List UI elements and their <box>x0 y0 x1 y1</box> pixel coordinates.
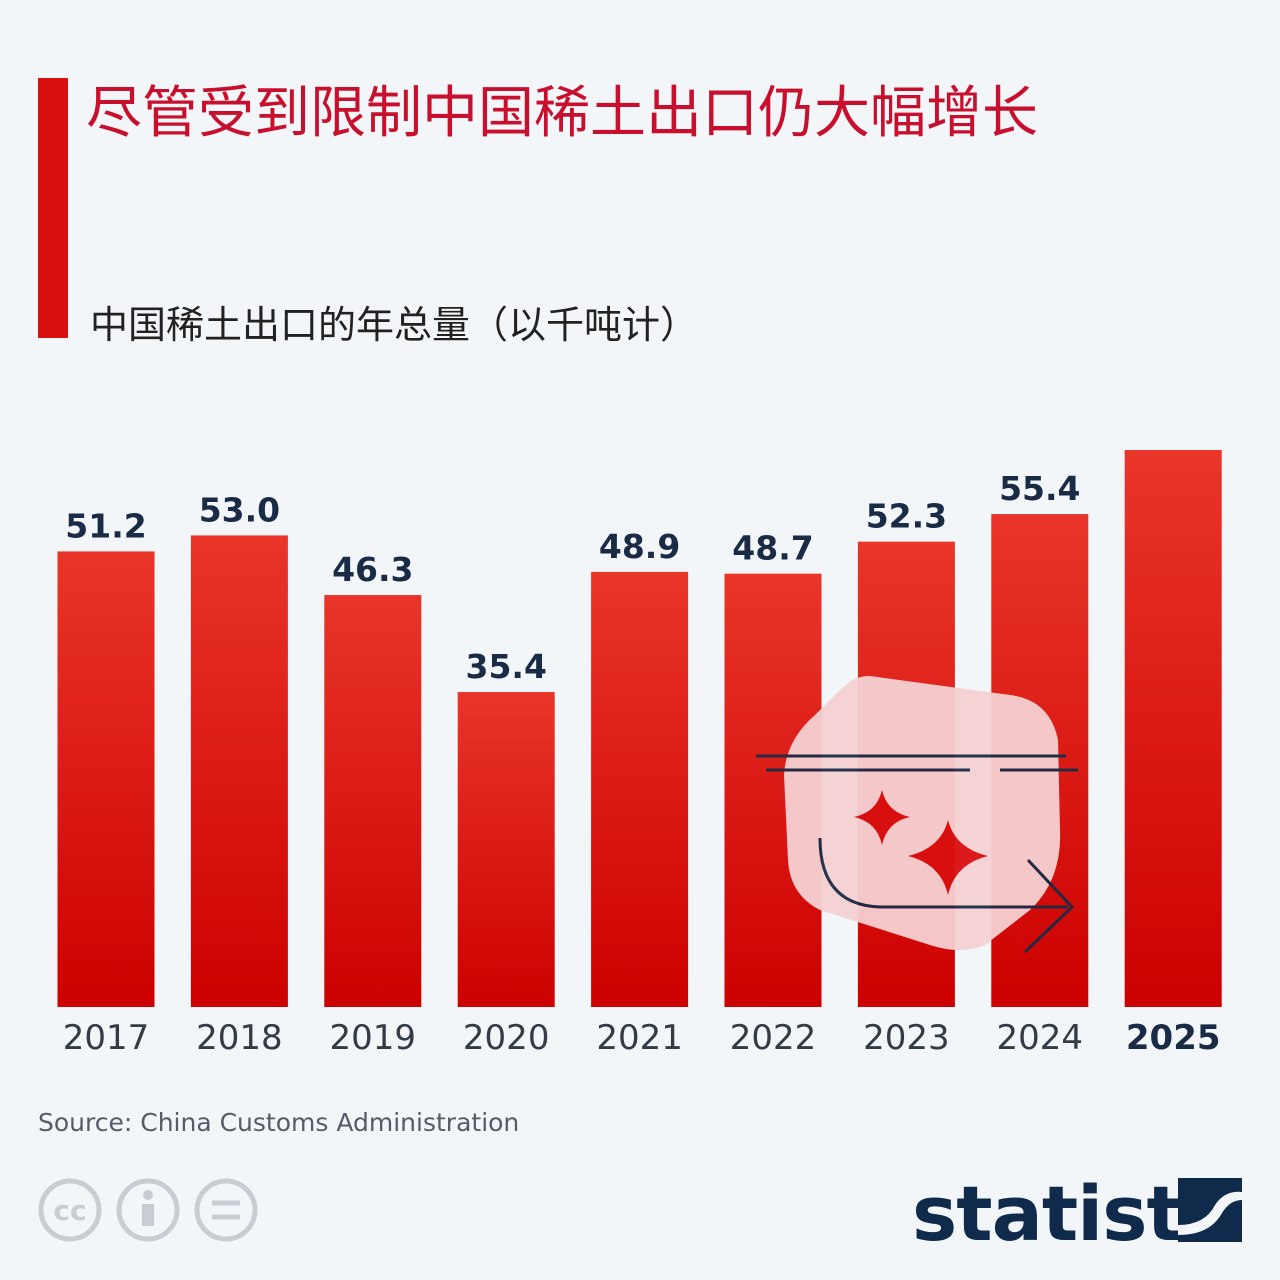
value-label: 55.4 <box>999 469 1080 508</box>
x-tick-label: 2023 <box>863 1018 950 1058</box>
bar <box>324 595 422 1007</box>
x-tick-label: 2018 <box>196 1018 283 1058</box>
x-tick-label: 2020 <box>463 1018 550 1058</box>
chart-subtitle: 中国稀土出口的年总量（以千吨计） <box>90 303 698 347</box>
accent-bar <box>38 78 68 338</box>
bar <box>1124 450 1222 1007</box>
license-icons <box>38 1178 258 1242</box>
x-tick-label: 2019 <box>330 1018 417 1058</box>
value-label: 48.7 <box>732 529 813 568</box>
value-label: 52.3 <box>866 497 947 536</box>
decorative-badge <box>756 675 1078 954</box>
x-tick-label: 2021 <box>596 1018 683 1058</box>
value-label: 46.3 <box>332 550 413 589</box>
bar <box>57 551 155 1007</box>
license-label: cc <box>53 1194 86 1227</box>
value-label: 51.2 <box>65 506 146 545</box>
x-tick-label: 2022 <box>730 1018 817 1058</box>
brand-mark <box>1178 1178 1242 1242</box>
x-tick-label: 2017 <box>63 1018 150 1058</box>
bar <box>190 535 288 1007</box>
x-tick-label: 2025 <box>1126 1018 1221 1058</box>
value-label: 48.9 <box>599 527 680 566</box>
x-tick-label: 2024 <box>997 1018 1084 1058</box>
source: Source: China Customs Administration <box>38 1108 519 1137</box>
value-label: 35.4 <box>465 647 546 686</box>
chart-title: 尽管受到限制中国稀土出口仍大幅增长 <box>86 81 1038 146</box>
bar <box>457 692 555 1007</box>
value-label: 53.0 <box>199 490 280 529</box>
bar <box>591 571 689 1007</box>
